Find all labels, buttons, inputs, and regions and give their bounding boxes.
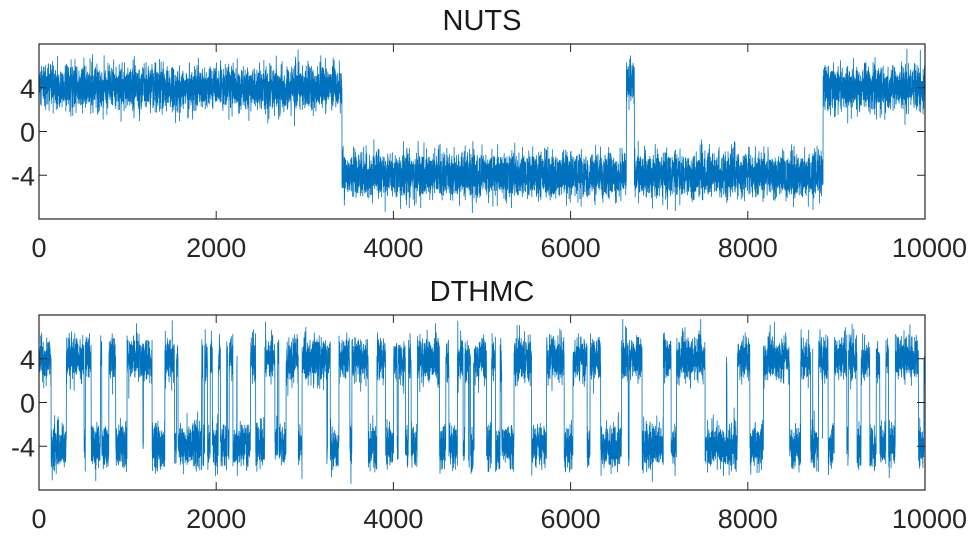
y-tick-label: -4 bbox=[11, 161, 35, 191]
tick-layer: 0 2000 4000 6000 8000 10000 4 0 -4 bbox=[11, 44, 967, 263]
tick-layer: 0 2000 4000 6000 8000 10000 4 0 -4 bbox=[11, 315, 967, 534]
x-tick-label: 4000 bbox=[363, 233, 423, 263]
plot-title: NUTS bbox=[443, 5, 522, 37]
y-tick-label: 0 bbox=[20, 118, 35, 148]
y-tick-label: 4 bbox=[20, 74, 35, 104]
x-tick-label: 0 bbox=[31, 233, 46, 263]
plot-title: DTHMC bbox=[430, 276, 535, 308]
dthmc-trace-plot: DTHMC 0 2000 4000 6000 8000 10000 4 0 -4 bbox=[11, 276, 967, 534]
series-line bbox=[38, 48, 926, 214]
x-tick-label: 8000 bbox=[718, 504, 778, 534]
x-tick-label: 2000 bbox=[186, 233, 246, 263]
x-tick-label: 2000 bbox=[186, 504, 246, 534]
series-line bbox=[38, 318, 926, 484]
y-tick-label: -4 bbox=[11, 432, 35, 462]
series-layer bbox=[38, 48, 926, 214]
x-tick-label: 10000 bbox=[892, 504, 967, 534]
x-tick-label: 6000 bbox=[541, 233, 601, 263]
y-tick-label: 0 bbox=[20, 389, 35, 419]
x-tick-label: 10000 bbox=[892, 233, 967, 263]
y-tick-label: 4 bbox=[20, 345, 35, 375]
x-tick-label: 4000 bbox=[363, 504, 423, 534]
x-tick-label: 0 bbox=[31, 504, 46, 534]
nuts-trace-plot: NUTS 0 2000 4000 6000 8000 10000 4 0 -4 bbox=[11, 5, 967, 263]
x-tick-label: 6000 bbox=[541, 504, 601, 534]
series-layer bbox=[38, 318, 926, 484]
x-tick-label: 8000 bbox=[718, 233, 778, 263]
